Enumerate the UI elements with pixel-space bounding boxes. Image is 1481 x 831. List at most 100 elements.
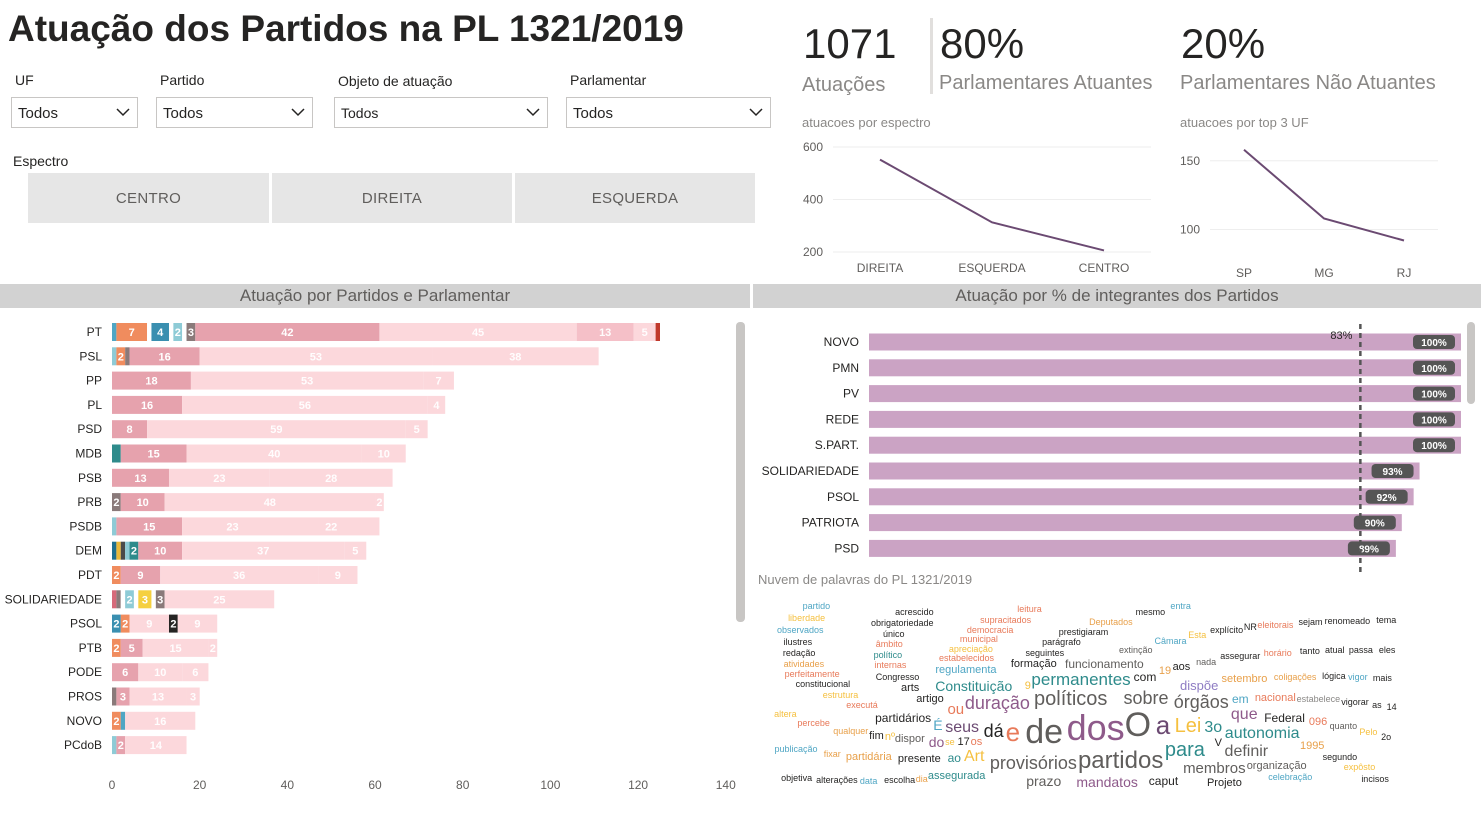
bar-pct-bar[interactable] xyxy=(869,385,1461,403)
bar-partidos-segment[interactable] xyxy=(125,347,130,366)
bar-pct-bar[interactable] xyxy=(869,359,1461,377)
bar-chart-partidos-scrollbar[interactable] xyxy=(736,322,745,622)
bar-partidos-segment[interactable] xyxy=(112,590,117,609)
bar-partidos-segment[interactable] xyxy=(129,687,187,706)
espectro-centro-button[interactable]: CENTRO xyxy=(28,173,269,223)
bar-partidos-segment[interactable] xyxy=(112,711,121,730)
bar-partidos-segment[interactable] xyxy=(423,371,454,390)
bar-partidos-segment[interactable] xyxy=(116,517,183,536)
objeto-dropdown[interactable]: Todos xyxy=(334,97,548,128)
bar-partidos-segment[interactable] xyxy=(112,395,183,414)
bar-partidos-segment[interactable] xyxy=(116,541,121,560)
bar-partidos-segment[interactable] xyxy=(112,638,121,657)
bar-partidos-segment[interactable] xyxy=(112,371,191,390)
bar-partidos-segment[interactable] xyxy=(120,614,130,633)
bar-partidos-segment[interactable] xyxy=(112,541,117,560)
bar-partidos-segment[interactable] xyxy=(199,347,433,366)
bar-partidos-segment[interactable] xyxy=(129,541,139,560)
bar-partidos-segment[interactable] xyxy=(120,590,126,609)
bar-partidos-segment[interactable] xyxy=(177,614,218,633)
bar-pct-bar[interactable] xyxy=(869,410,1461,428)
bar-pct-bar[interactable] xyxy=(869,436,1461,454)
bar-partidos-segment[interactable] xyxy=(182,323,187,341)
bar-partidos-segment[interactable] xyxy=(112,566,121,584)
bar-partidos-segment[interactable] xyxy=(133,590,139,609)
bar-partidos-segment[interactable] xyxy=(116,736,126,755)
bar-partidos-segment[interactable] xyxy=(375,493,384,512)
bar-partidos-segment[interactable] xyxy=(120,541,126,560)
bar-partidos-segment[interactable] xyxy=(168,323,174,341)
bar-partidos-segment[interactable] xyxy=(112,323,117,341)
bar-partidos-segment[interactable] xyxy=(195,323,380,341)
bar-pct-bar[interactable] xyxy=(869,488,1414,506)
bar-partidos-segment[interactable] xyxy=(344,541,367,560)
bar-partidos-segment[interactable] xyxy=(155,590,165,609)
bar-partidos-segment[interactable] xyxy=(120,444,187,463)
bar-partidos-segment[interactable] xyxy=(379,323,577,341)
bar-partidos-segment[interactable] xyxy=(120,711,126,730)
bar-partidos-segment[interactable] xyxy=(142,638,209,657)
bar-partidos-segment[interactable] xyxy=(138,541,183,560)
bar-partidos-segment[interactable] xyxy=(116,687,130,706)
bar-partidos-segment[interactable] xyxy=(361,444,406,463)
bar-partidos-segment[interactable] xyxy=(168,614,178,633)
bar-partidos-segment[interactable] xyxy=(318,566,358,584)
bar-partidos-segment[interactable] xyxy=(186,323,196,341)
bar-partidos-segment[interactable] xyxy=(655,323,660,341)
bar-partidos-segment[interactable] xyxy=(173,323,183,341)
bar-partidos-segment[interactable] xyxy=(112,347,117,366)
bar-partidos-segment[interactable] xyxy=(164,493,376,512)
bar-partidos-segment[interactable] xyxy=(269,468,393,487)
bar-partidos-segment[interactable] xyxy=(120,566,161,584)
bar-pct-bar[interactable] xyxy=(869,514,1402,532)
bar-partidos-segment[interactable] xyxy=(164,590,275,609)
bar-partidos-segment[interactable] xyxy=(160,566,319,584)
bar-chart-pct-scrollbar[interactable] xyxy=(1467,322,1475,404)
bar-partidos-segment[interactable] xyxy=(208,638,218,657)
bar-partidos-segment[interactable] xyxy=(182,517,283,536)
bar-partidos-segment[interactable] xyxy=(151,590,156,609)
bar-partidos-segment[interactable] xyxy=(125,590,134,609)
bar-partidos-segment[interactable] xyxy=(125,541,130,560)
bar-partidos-segment[interactable] xyxy=(633,323,656,341)
bar-partidos-segment[interactable] xyxy=(182,541,345,560)
bar-partidos-segment[interactable] xyxy=(282,517,380,536)
bar-partidos-segment[interactable] xyxy=(116,590,121,609)
bar-partidos-segment[interactable] xyxy=(576,323,634,341)
bar-partidos-segment[interactable] xyxy=(120,638,143,657)
bar-partidos-segment[interactable] xyxy=(112,493,121,512)
bar-partidos-segment[interactable] xyxy=(112,420,148,439)
espectro-esquerda-button[interactable]: ESQUERDA xyxy=(515,173,755,223)
bar-partidos-segment[interactable] xyxy=(120,493,165,512)
espectro-direita-button[interactable]: DIREITA xyxy=(272,173,512,223)
bar-partidos-segment[interactable] xyxy=(112,614,121,633)
bar-partidos-segment[interactable] xyxy=(405,420,428,439)
bar-partidos-segment[interactable] xyxy=(151,323,169,341)
bar-partidos-segment[interactable] xyxy=(147,323,152,341)
bar-partidos-segment[interactable] xyxy=(112,468,169,487)
bar-partidos-segment[interactable] xyxy=(112,444,121,463)
bar-pct-bar[interactable] xyxy=(869,462,1420,480)
bar-partidos-segment[interactable] xyxy=(116,323,148,341)
bar-partidos-segment[interactable] xyxy=(182,395,428,414)
bar-partidos-segment[interactable] xyxy=(186,444,362,463)
parlamentar-dropdown[interactable]: Todos xyxy=(566,97,771,128)
bar-partidos-segment[interactable] xyxy=(125,711,196,730)
uf-dropdown[interactable]: Todos xyxy=(11,97,138,128)
bar-partidos-segment[interactable] xyxy=(116,347,126,366)
bar-pct-bar[interactable] xyxy=(869,539,1396,557)
bar-partidos-segment[interactable] xyxy=(138,590,152,609)
bar-partidos-segment[interactable] xyxy=(129,347,200,366)
bar-partidos-segment[interactable] xyxy=(186,687,200,706)
bar-partidos-segment[interactable] xyxy=(129,614,169,633)
bar-partidos-segment[interactable] xyxy=(112,687,117,706)
bar-partidos-segment[interactable] xyxy=(432,347,599,366)
bar-partidos-segment[interactable] xyxy=(190,371,424,390)
bar-partidos-segment[interactable] xyxy=(138,663,183,682)
bar-partidos-segment[interactable] xyxy=(182,663,209,682)
bar-partidos-segment[interactable] xyxy=(112,663,139,682)
bar-pct-bar[interactable] xyxy=(869,333,1461,351)
bar-partidos-segment[interactable] xyxy=(112,517,117,536)
bar-partidos-segment[interactable] xyxy=(168,468,270,487)
bar-partidos-segment[interactable] xyxy=(427,395,446,414)
